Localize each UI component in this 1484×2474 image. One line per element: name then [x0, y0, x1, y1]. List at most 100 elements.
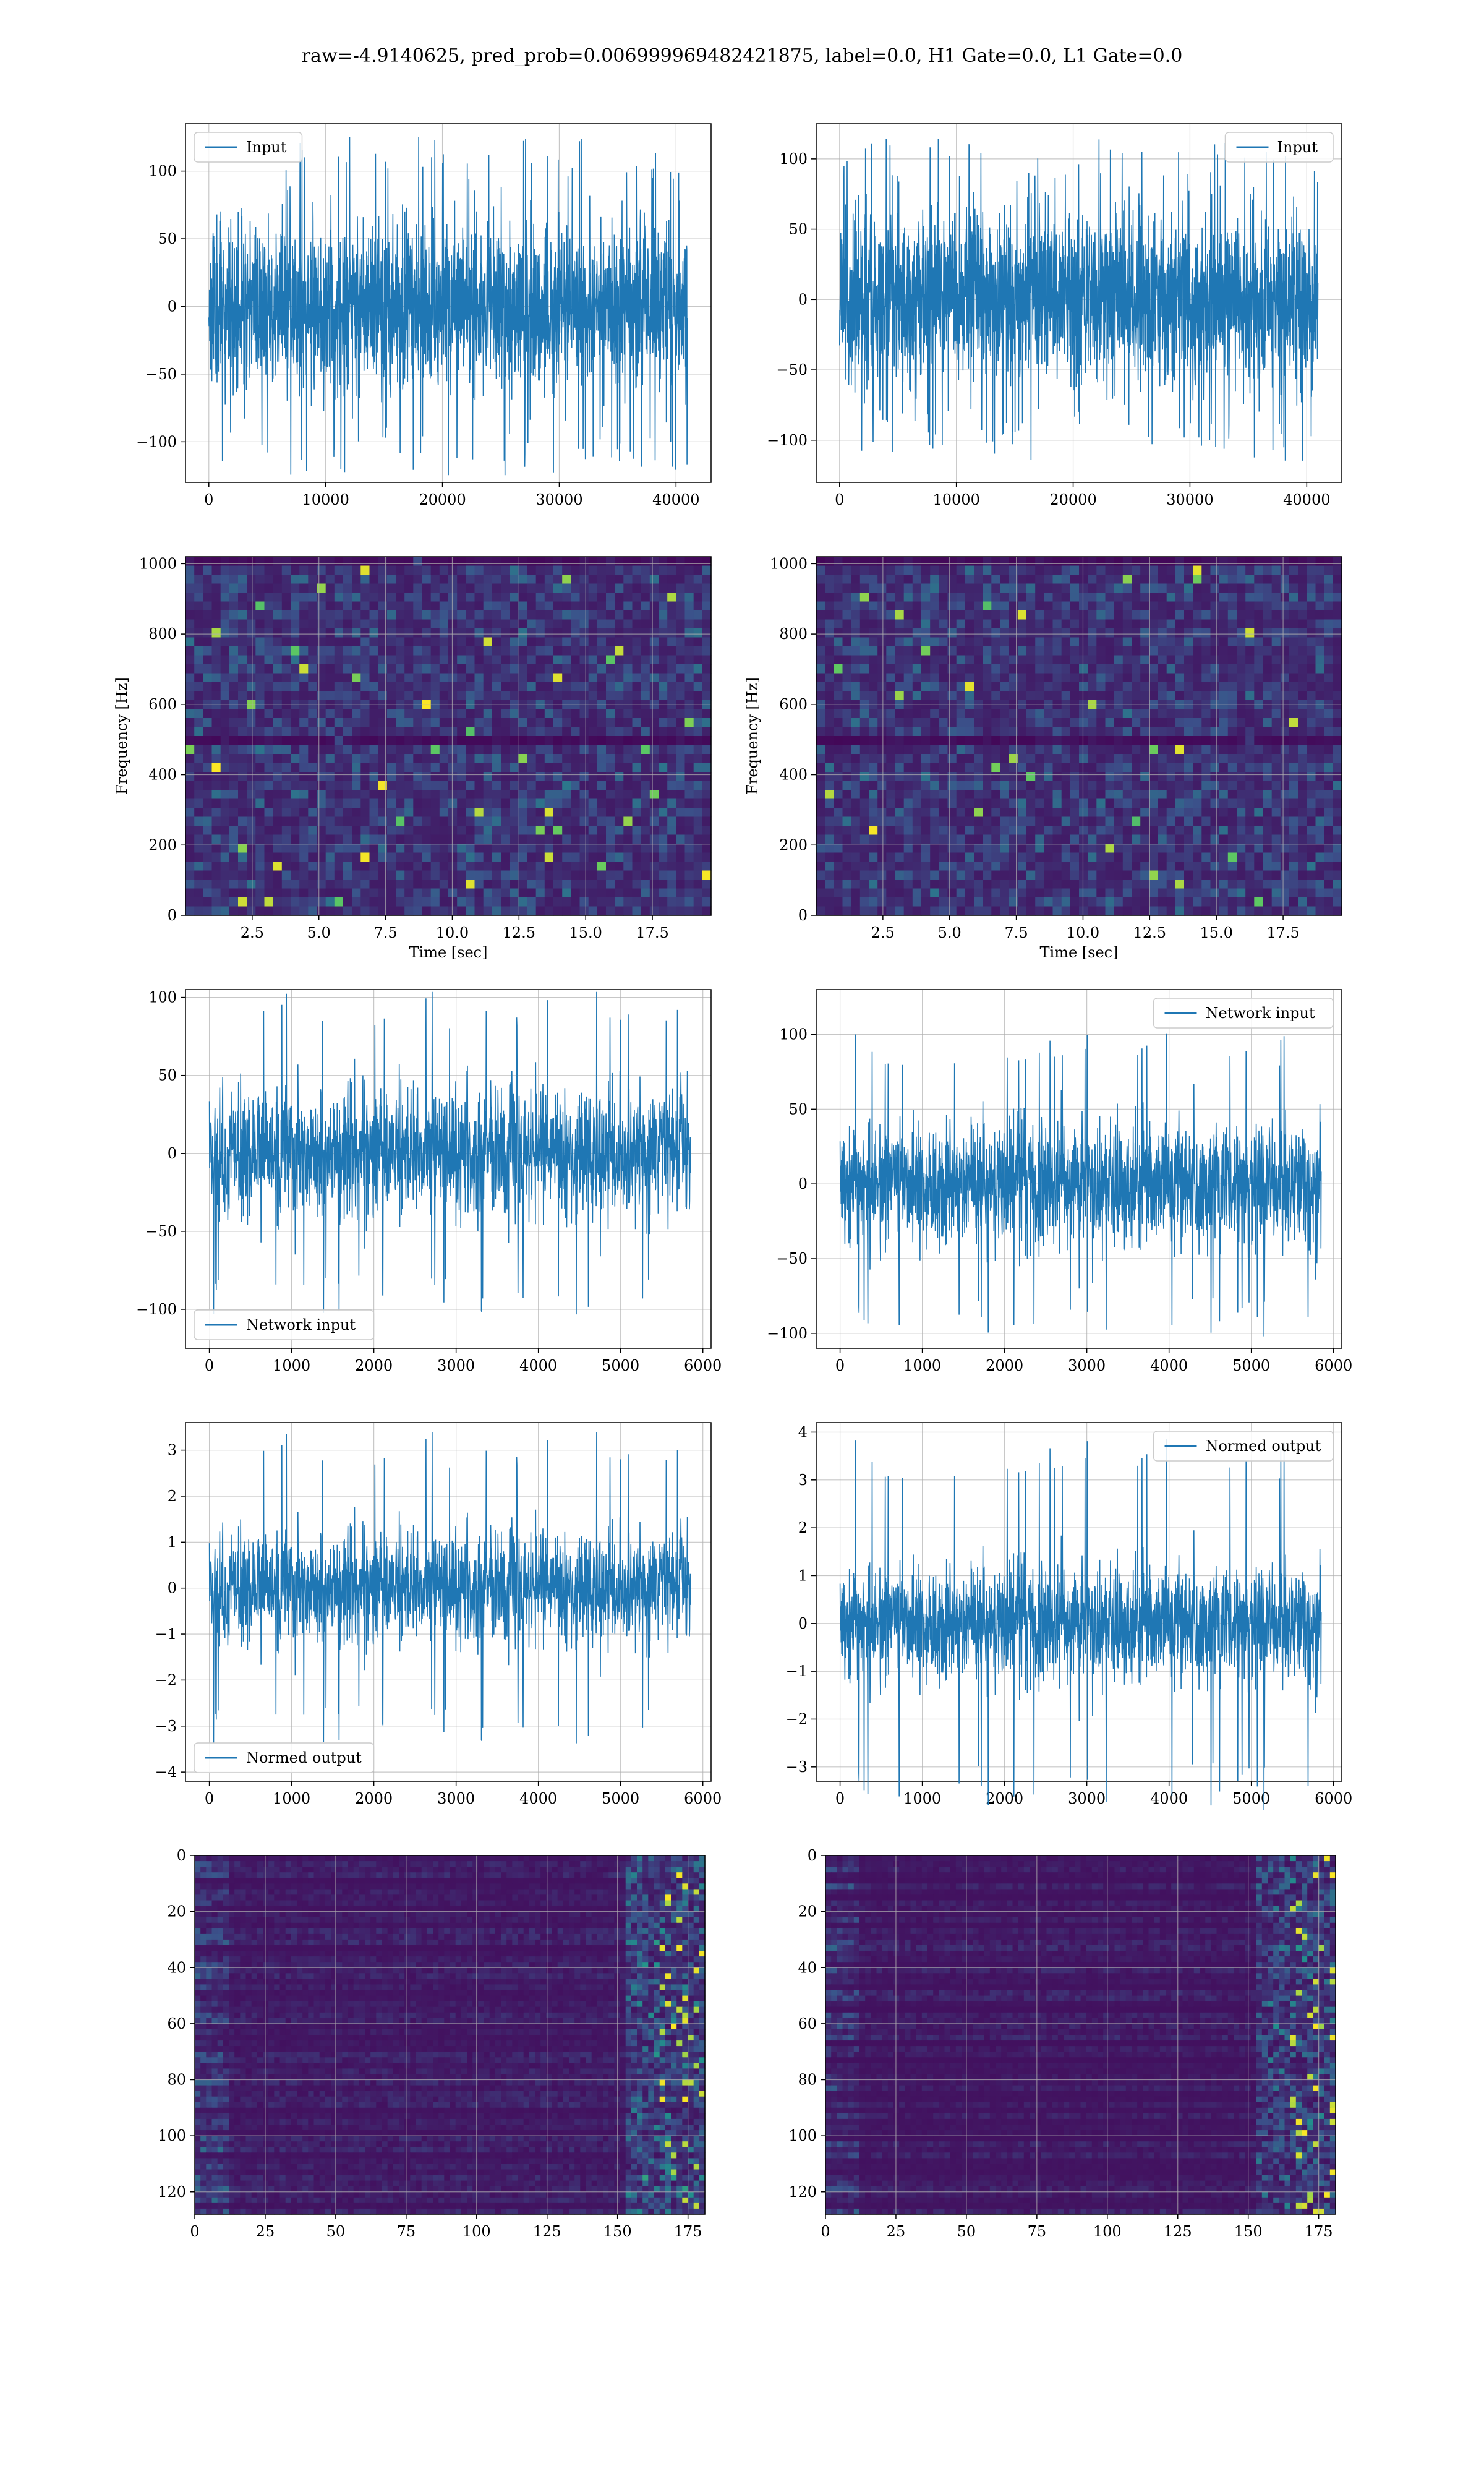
- heatmap-cell: [1017, 583, 1027, 593]
- heatmap-cell: [325, 826, 335, 836]
- heatmap-cell: [510, 781, 519, 790]
- heatmap-cell: [492, 870, 501, 880]
- heatmap-cell: [825, 709, 834, 719]
- heatmap-cell: [825, 557, 834, 567]
- heatmap-cell: [413, 888, 423, 898]
- heatmap-cell: [816, 826, 825, 836]
- heatmap-cell: [229, 691, 239, 701]
- heatmap-cell: [912, 565, 922, 575]
- heatmap-cell: [220, 619, 230, 629]
- heatmap-cell: [1227, 655, 1237, 665]
- heatmap-cell: [474, 745, 484, 755]
- heatmap-cell: [317, 557, 326, 567]
- heatmap-cell: [317, 745, 326, 755]
- heatmap-cell: [1237, 816, 1246, 826]
- heatmap-cell: [211, 816, 221, 826]
- heatmap-cell: [1175, 772, 1185, 782]
- heatmap-cell: [895, 781, 905, 790]
- heatmap-cell: [1000, 763, 1010, 773]
- heatmap-cell: [1052, 691, 1062, 701]
- heatmap-cell: [1201, 691, 1211, 701]
- heatmap-cell: [659, 781, 668, 790]
- heatmap-cell: [501, 583, 510, 593]
- heatmap-cell: [404, 852, 414, 862]
- heatmap-cell: [1044, 870, 1054, 880]
- heatmap-cell: [1149, 772, 1159, 782]
- heatmap-cell: [317, 583, 326, 593]
- heatmap-cell: [343, 565, 352, 575]
- heatmap-cell: [186, 628, 195, 638]
- heatmap-cell: [203, 700, 213, 710]
- heatmap-cell: [641, 808, 650, 818]
- heatmap-cell: [1227, 610, 1237, 620]
- heatmap-cell: [343, 691, 352, 701]
- heatmap-cell: [1114, 906, 1124, 916]
- heatmap-cell: [299, 691, 309, 701]
- heatmap-cell: [1237, 763, 1246, 773]
- heatmap-cell: [1044, 888, 1054, 898]
- heatmap-cell: [343, 601, 352, 611]
- heatmap-cell: [869, 736, 878, 746]
- heatmap-cell: [834, 565, 843, 575]
- heatmap-cell: [255, 888, 265, 898]
- heatmap-cell: [1237, 862, 1246, 871]
- heatmap-cell: [903, 888, 913, 898]
- heatmap-cell: [299, 826, 309, 836]
- heatmap-cell: [474, 808, 484, 818]
- heatmap-cell: [186, 906, 195, 916]
- heatmap-cell: [186, 709, 195, 719]
- heatmap-cell: [939, 709, 949, 719]
- heatmap-cell: [859, 754, 869, 764]
- heatmap-cell: [203, 844, 213, 854]
- heatmap-cell: [299, 619, 309, 629]
- heatmap-cell: [211, 781, 221, 790]
- heatmap-cell: [877, 844, 887, 854]
- heatmap-cell: [649, 808, 659, 818]
- heatmap-cell: [211, 557, 221, 567]
- heatmap-cell: [386, 673, 396, 683]
- heatmap-cell: [869, 664, 878, 674]
- heatmap-cell: [264, 718, 274, 728]
- heatmap-cell: [842, 700, 852, 710]
- heatmap-cell: [474, 880, 484, 889]
- heatmap-cell: [1333, 700, 1342, 710]
- heatmap-cell: [886, 628, 896, 638]
- heatmap-cell: [903, 880, 913, 889]
- heatmap-cell: [1263, 601, 1273, 611]
- heatmap-cell: [1140, 763, 1149, 773]
- heatmap-cell: [825, 852, 834, 862]
- heatmap-cell: [1184, 897, 1193, 907]
- heatmap-cell: [676, 844, 686, 854]
- heatmap-cell: [1035, 790, 1044, 800]
- heatmap-cell: [1096, 682, 1106, 692]
- heatmap-cell: [667, 619, 676, 629]
- heatmap-cell: [1263, 628, 1273, 638]
- heatmap-cell: [1132, 763, 1141, 773]
- heatmap-cell: [317, 870, 326, 880]
- heatmap-cell: [895, 852, 905, 862]
- heatmap-cell: [579, 888, 589, 898]
- y-axis-label: Frequency [Hz]: [744, 677, 761, 795]
- heatmap-cell: [1052, 888, 1062, 898]
- heatmap-cell: [334, 682, 344, 692]
- heatmap-cell: [659, 691, 668, 701]
- heatmap-cell: [1219, 593, 1229, 602]
- heatmap-cell: [1052, 844, 1062, 854]
- heatmap-cell: [430, 798, 440, 808]
- heatmap-cell: [1026, 888, 1036, 898]
- heatmap-cell: [386, 727, 396, 737]
- heatmap-cell: [369, 816, 379, 826]
- heatmap-cell: [281, 593, 291, 602]
- heatmap-cell: [912, 646, 922, 656]
- heatmap-cell: [404, 593, 414, 602]
- heatmap-cell: [229, 798, 239, 808]
- heatmap-cell: [615, 754, 624, 764]
- heatmap-cell: [1175, 888, 1185, 898]
- heatmap-cell: [1175, 897, 1185, 907]
- heatmap-cell: [886, 610, 896, 620]
- heatmap-cell: [1245, 781, 1255, 790]
- heatmap-cell: [571, 745, 581, 755]
- heatmap-cell: [1219, 664, 1229, 674]
- heatmap-cell: [527, 601, 537, 611]
- heatmap-cell: [186, 816, 195, 826]
